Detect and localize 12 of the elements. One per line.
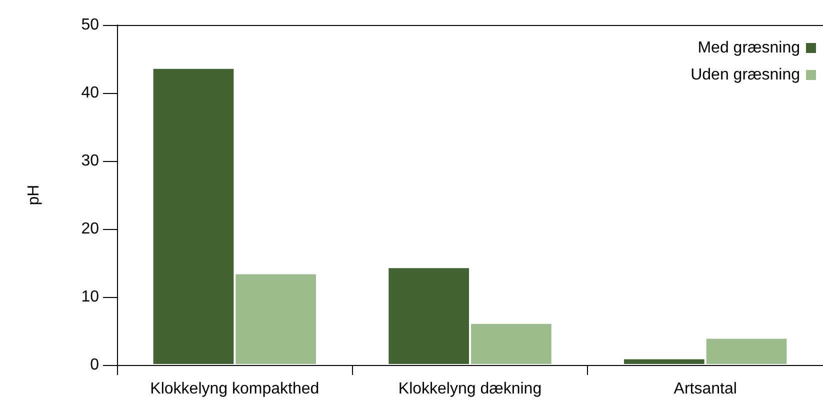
legend-label: Med græsning bbox=[698, 40, 800, 56]
y-tick-label: 0 bbox=[90, 356, 100, 374]
x-tick-label: Artsantal bbox=[674, 380, 737, 398]
x-tick-label: Klokkelyng dækning bbox=[398, 380, 542, 398]
y-tick-label: 20 bbox=[81, 220, 100, 238]
x-tick-label: Klokkelyng kompakthed bbox=[150, 380, 320, 398]
y-tick-label: 50 bbox=[81, 16, 100, 34]
y-axis-title: pH bbox=[26, 184, 42, 206]
legend-label: Uden græsning bbox=[690, 66, 800, 84]
y-tick-label: 40 bbox=[81, 84, 100, 102]
y-tick-label: 10 bbox=[81, 288, 100, 306]
y-tick-label: 30 bbox=[81, 152, 100, 170]
